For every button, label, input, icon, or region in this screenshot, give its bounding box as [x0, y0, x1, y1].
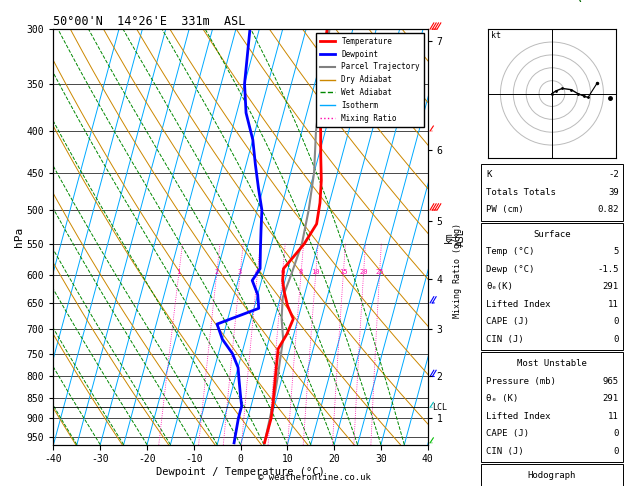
- Text: K: K: [486, 171, 492, 179]
- Text: 11: 11: [608, 412, 619, 420]
- Text: 15: 15: [339, 269, 347, 275]
- Text: 965: 965: [603, 377, 619, 385]
- Text: Mixing Ratio (g/kg): Mixing Ratio (g/kg): [454, 223, 462, 318]
- Text: 6: 6: [281, 269, 284, 275]
- Text: 0: 0: [613, 317, 619, 326]
- Text: CIN (J): CIN (J): [486, 447, 524, 455]
- Text: Surface: Surface: [533, 230, 571, 239]
- Text: θₑ (K): θₑ (K): [486, 394, 518, 403]
- Text: 39: 39: [608, 188, 619, 197]
- Text: 0: 0: [613, 447, 619, 455]
- Text: 16.04.2024  03GMT (Base: 00): 16.04.2024 03GMT (Base: 00): [464, 0, 629, 2]
- Text: CIN (J): CIN (J): [486, 335, 524, 344]
- Text: Hodograph: Hodograph: [528, 471, 576, 480]
- Text: -2: -2: [608, 171, 619, 179]
- Text: Lifted Index: Lifted Index: [486, 300, 551, 309]
- Text: kt: kt: [491, 31, 501, 40]
- Text: Pressure (mb): Pressure (mb): [486, 377, 556, 385]
- Text: 0.82: 0.82: [598, 206, 619, 214]
- Text: 8: 8: [299, 269, 303, 275]
- Text: 5: 5: [613, 247, 619, 256]
- Text: 2: 2: [214, 269, 219, 275]
- X-axis label: Dewpoint / Temperature (°C): Dewpoint / Temperature (°C): [156, 467, 325, 477]
- Text: Lifted Index: Lifted Index: [486, 412, 551, 420]
- Legend: Temperature, Dewpoint, Parcel Trajectory, Dry Adiabat, Wet Adiabat, Isotherm, Mi: Temperature, Dewpoint, Parcel Trajectory…: [316, 33, 424, 126]
- Text: 0: 0: [613, 335, 619, 344]
- Text: CAPE (J): CAPE (J): [486, 429, 529, 438]
- Text: © weatheronline.co.uk: © weatheronline.co.uk: [258, 473, 371, 482]
- Text: θₑ(K): θₑ(K): [486, 282, 513, 291]
- Text: 291: 291: [603, 394, 619, 403]
- Text: -1.5: -1.5: [598, 265, 619, 274]
- Text: 0: 0: [613, 429, 619, 438]
- Text: LCL: LCL: [432, 403, 447, 412]
- Text: Totals Totals: Totals Totals: [486, 188, 556, 197]
- Text: 20: 20: [359, 269, 368, 275]
- Text: 10: 10: [311, 269, 320, 275]
- Text: 291: 291: [603, 282, 619, 291]
- Text: 25: 25: [376, 269, 384, 275]
- Text: 50°00'N  14°26'E  331m  ASL: 50°00'N 14°26'E 331m ASL: [53, 15, 246, 28]
- Text: Dewp (°C): Dewp (°C): [486, 265, 535, 274]
- Text: 3: 3: [238, 269, 242, 275]
- Text: CAPE (J): CAPE (J): [486, 317, 529, 326]
- Y-axis label: km
ASL: km ASL: [444, 228, 465, 246]
- Text: 11: 11: [608, 300, 619, 309]
- Text: Temp (°C): Temp (°C): [486, 247, 535, 256]
- Text: 1: 1: [177, 269, 181, 275]
- Text: 4: 4: [255, 269, 259, 275]
- Text: PW (cm): PW (cm): [486, 206, 524, 214]
- Text: Most Unstable: Most Unstable: [517, 359, 587, 368]
- Y-axis label: hPa: hPa: [14, 227, 24, 247]
